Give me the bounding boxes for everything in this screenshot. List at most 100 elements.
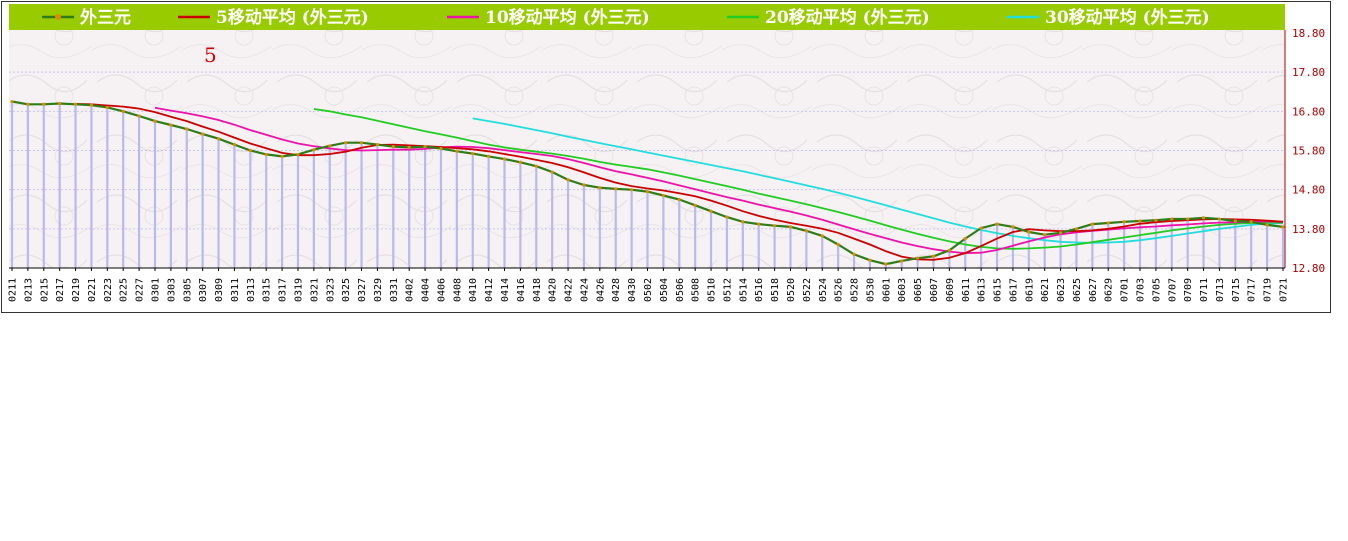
legend-label: 10移动平均 (外三元) <box>485 7 650 28</box>
y-tick-label: 14.80 <box>1292 184 1325 197</box>
x-tick-label: 0422 <box>564 278 575 302</box>
data-point <box>852 252 856 256</box>
x-tick-label: 0319 <box>293 278 304 302</box>
x-tick-label: 0627 <box>1088 278 1099 302</box>
x-tick-label: 0510 <box>707 278 718 302</box>
legend-bar <box>9 4 1285 30</box>
x-tick-label: 0307 <box>198 278 209 302</box>
y-tick-label: 18.80 <box>1292 27 1325 40</box>
data-point <box>423 144 427 149</box>
data-point <box>709 209 713 213</box>
x-tick-label: 0211 <box>8 278 19 302</box>
x-tick-label: 0221 <box>87 278 98 302</box>
x-tick-label: 0504 <box>659 278 670 302</box>
data-point <box>391 144 395 149</box>
x-tick-label: 0625 <box>1072 278 1083 302</box>
data-point <box>26 102 30 106</box>
data-point <box>407 145 411 149</box>
x-tick-label: 0219 <box>71 278 82 302</box>
x-tick-label: 0402 <box>405 278 416 302</box>
legend-label: 20移动平均 (外三元) <box>765 7 930 28</box>
x-tick-label: 0412 <box>484 278 495 302</box>
x-tick-label: 0430 <box>627 278 638 302</box>
x-tick-label: 0629 <box>1104 278 1115 302</box>
x-tick-label: 0313 <box>246 278 257 302</box>
data-point <box>598 186 602 190</box>
data-point <box>1154 218 1158 222</box>
x-tick-label: 0327 <box>357 278 368 302</box>
legend-item: 20移动平均 (外三元) <box>727 7 930 28</box>
data-point <box>550 170 554 174</box>
x-tick-label: 0331 <box>389 278 400 302</box>
data-point <box>280 154 284 158</box>
chart-annotation: 5 <box>204 43 217 67</box>
data-point <box>471 152 475 156</box>
data-point <box>137 114 141 118</box>
x-tick-label: 0311 <box>230 278 241 302</box>
data-point <box>1027 230 1031 234</box>
data-point <box>58 101 62 106</box>
x-tick-label: 0309 <box>214 278 225 302</box>
x-tick-label: 0601 <box>881 278 892 302</box>
data-point <box>582 183 586 187</box>
x-tick-label: 0619 <box>1024 278 1035 302</box>
data-point <box>439 146 443 151</box>
x-tick-label: 0424 <box>579 278 590 302</box>
data-point <box>1233 219 1237 223</box>
data-point <box>73 102 78 106</box>
data-point <box>773 224 777 228</box>
y-tick-label: 12.80 <box>1292 262 1325 275</box>
data-point <box>296 152 300 157</box>
x-tick-label: 0404 <box>421 278 432 302</box>
data-point <box>344 141 348 145</box>
y-tick-label: 13.80 <box>1292 223 1325 236</box>
x-tick-label: 0607 <box>929 278 940 302</box>
x-tick-label: 0325 <box>341 278 352 302</box>
x-tick-label: 0416 <box>516 278 527 302</box>
x-tick-label: 0709 <box>1183 278 1194 302</box>
data-point <box>661 193 665 198</box>
x-tick-label: 0705 <box>1151 278 1162 302</box>
data-point <box>693 203 697 207</box>
x-tick-label: 0528 <box>850 278 861 302</box>
legend-item: 外三元 <box>42 7 131 28</box>
x-tick-label: 0613 <box>977 278 988 302</box>
x-tick-label: 0615 <box>993 278 1004 302</box>
x-tick-label: 0428 <box>611 278 622 302</box>
x-tick-label: 0715 <box>1231 278 1242 302</box>
x-tick-label: 0305 <box>182 278 193 302</box>
data-point <box>42 102 46 106</box>
data-point <box>359 141 364 145</box>
legend-label: 外三元 <box>80 7 131 28</box>
legend-marker <box>55 14 61 20</box>
data-point <box>312 148 316 152</box>
data-point <box>804 229 808 233</box>
data-point <box>645 190 650 194</box>
data-point <box>487 154 491 158</box>
data-point <box>725 215 729 219</box>
data-point <box>630 188 634 192</box>
x-tick-label: 0711 <box>1199 278 1210 302</box>
x-tick-label: 0522 <box>802 278 813 302</box>
x-tick-label: 0721 <box>1279 278 1290 302</box>
data-point <box>264 152 268 157</box>
x-tick-label: 0213 <box>23 278 34 302</box>
data-point <box>884 262 888 266</box>
x-tick-label: 0717 <box>1247 278 1258 302</box>
x-tick-label: 0713 <box>1215 278 1226 302</box>
data-point <box>169 123 173 127</box>
data-point <box>614 187 618 191</box>
y-tick-label: 17.80 <box>1292 66 1325 79</box>
data-point <box>1281 225 1285 229</box>
legend-label: 5移动平均 (外三元) <box>216 7 369 28</box>
data-point <box>677 197 681 202</box>
y-axis-ticks: 18.80 17.80 16.80 15.80 14.80 13.80 12.80 <box>1292 27 1325 275</box>
data-point <box>89 103 94 107</box>
x-tick-label: 0609 <box>945 278 956 302</box>
x-tick-label: 0315 <box>262 278 273 302</box>
legend-item: 10移动平均 (外三元) <box>447 7 650 28</box>
x-tick-label: 0223 <box>103 278 114 302</box>
x-tick-label: 0410 <box>468 278 479 302</box>
data-point <box>1011 225 1015 229</box>
x-tick-label: 0621 <box>1040 278 1051 302</box>
